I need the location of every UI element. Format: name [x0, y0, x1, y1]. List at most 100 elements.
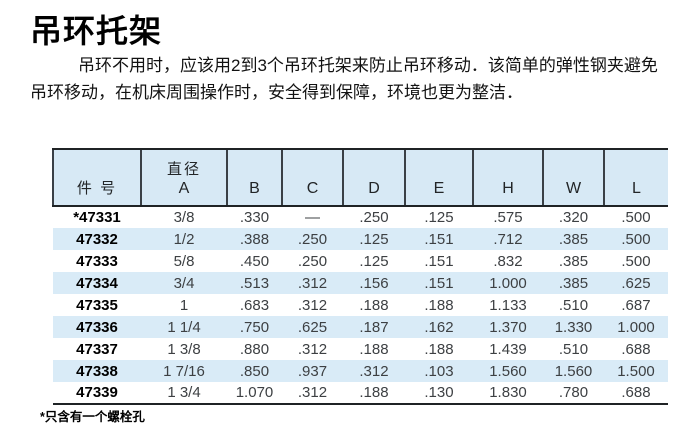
cell-b: .683 — [239, 296, 270, 314]
cell-b: .513 — [239, 274, 270, 292]
cell-h: 1.370 — [489, 318, 527, 336]
cell-diameter-a: 1 — [179, 296, 189, 314]
footnote: *只含有一个螺栓孔 — [40, 410, 145, 424]
parts-dimensions-table: 件 号 直径 A B C D E H W L *47331 3/8 .330 —… — [52, 148, 668, 405]
cell-w: 1.330 — [554, 318, 593, 336]
cell-l: 1.000 — [617, 318, 655, 336]
cell-d: .187 — [359, 318, 389, 336]
cell-h: .832 — [493, 252, 523, 270]
cell-c: .937 — [297, 362, 328, 380]
cell-d: .125 — [359, 252, 389, 270]
cell-c: .250 — [297, 230, 328, 248]
cell-part-number: 47338 — [76, 362, 118, 380]
cell-w: .385 — [558, 252, 589, 270]
cell-d: .188 — [343, 382, 405, 405]
table-header: 件 号 直径 A B C D E H W L — [52, 148, 668, 207]
cell-diameter-a: 1 3/4 — [141, 382, 227, 405]
cell-d: .188 — [359, 340, 389, 358]
cell-l: .500 — [621, 230, 651, 248]
table-row: 47334 3/4 .513 .312 .156 .151 1.000 .385… — [53, 272, 668, 294]
cell-d: .156 — [359, 274, 389, 292]
cell-c: .312 — [297, 274, 328, 292]
page-title: 吊环托架 — [30, 13, 163, 49]
header-cell-h: H — [472, 148, 543, 207]
header-cell-b: B — [226, 148, 282, 207]
cell-diameter-a: 1 3/8 — [167, 340, 201, 358]
cell-b: .450 — [239, 252, 270, 270]
cell-diameter-a: 1 1/4 — [167, 318, 201, 336]
cell-part-number: 47336 — [76, 318, 118, 336]
cell-b: .750 — [239, 318, 270, 336]
intro-paragraph: 吊环不用时，应该用2到3个吊环托架来防止吊环移动．该简单的弹性钢夹避免吊环移动，… — [30, 56, 658, 102]
cell-part-number: 47335 — [76, 296, 118, 314]
cell-b: .850 — [239, 362, 270, 380]
cell-e: .103 — [424, 362, 454, 380]
cell-h: 1.133 — [489, 296, 527, 314]
cell-b: .880 — [239, 340, 270, 358]
cell-e: .151 — [424, 230, 454, 248]
cell-w: .320 — [558, 209, 589, 226]
cell-c: — — [305, 209, 320, 226]
table-row: 47339 1 3/4 1.070 .312 .188 .130 1.830 .… — [53, 382, 668, 405]
cell-w: .780 — [543, 382, 604, 405]
cell-w: .510 — [558, 340, 589, 358]
cell-d: .312 — [359, 362, 389, 380]
cell-b: .330 — [239, 209, 270, 226]
cell-h: .712 — [493, 230, 523, 248]
cell-c: .312 — [297, 296, 328, 314]
cell-c: .312 — [282, 382, 343, 405]
header-cell-part-number: 件 号 — [52, 148, 141, 207]
cell-l: .500 — [621, 252, 651, 270]
cell-c: .625 — [297, 318, 328, 336]
cell-h: .575 — [493, 209, 523, 226]
cell-h: 1.000 — [489, 274, 527, 292]
cell-part-number: 47332 — [76, 230, 118, 248]
cell-diameter-a: 1 7/16 — [163, 362, 205, 380]
cell-d: .250 — [359, 209, 389, 226]
cell-diameter-a: 3/4 — [173, 274, 195, 292]
cell-part-number: 47339 — [53, 382, 141, 405]
header-cell-e: E — [404, 148, 473, 207]
cell-e: .162 — [424, 318, 454, 336]
table-row: 47336 1 1/4 .750 .625 .187 .162 1.370 1.… — [53, 316, 668, 338]
table-row: 47335 1 .683 .312 .188 .188 1.133 .510 .… — [53, 294, 668, 316]
cell-c: .312 — [297, 340, 328, 358]
cell-w: 1.560 — [554, 362, 593, 380]
cell-e: .130 — [405, 382, 473, 405]
cell-w: .510 — [558, 296, 589, 314]
header-cell-w: W — [542, 148, 604, 207]
table-header-row: 件 号 直径 A B C D E H W L — [52, 148, 668, 207]
table-row: 47333 5/8 .450 .250 .125 .151 .832 .385 … — [53, 250, 668, 272]
cell-l: .500 — [621, 209, 651, 226]
cell-h: 1.830 — [473, 382, 543, 405]
cell-diameter-a: 3/8 — [173, 209, 195, 226]
cell-e: .151 — [424, 252, 454, 270]
cell-d: .188 — [359, 296, 389, 314]
cell-e: .188 — [424, 340, 454, 358]
cell-b: 1.070 — [227, 382, 282, 405]
table-row: 47332 1/2 .388 .250 .125 .151 .712 .385 … — [53, 228, 668, 250]
cell-h: 1.560 — [489, 362, 527, 380]
cell-part-number: 47333 — [76, 252, 118, 270]
table-body: *47331 3/8 .330 — .250 .125 .575 .320 .5… — [53, 206, 668, 405]
cell-c: .250 — [297, 252, 328, 270]
cell-e: .125 — [424, 209, 454, 226]
cell-w: .385 — [558, 274, 589, 292]
cell-b: .388 — [239, 230, 270, 248]
cell-l: .688 — [621, 340, 651, 358]
cell-part-number: 47334 — [76, 274, 118, 292]
table-row: 47337 1 3/8 .880 .312 .188 .188 1.439 .5… — [53, 338, 668, 360]
header-cell-diameter-a: 直径 A — [140, 148, 227, 207]
cell-diameter-a: 5/8 — [173, 252, 195, 270]
cell-l: .688 — [604, 382, 668, 405]
cell-l: 1.500 — [617, 362, 655, 380]
cell-e: .151 — [424, 274, 454, 292]
cell-part-number: *47331 — [73, 209, 121, 226]
cell-l: .625 — [621, 274, 651, 292]
cell-part-number: 47337 — [76, 340, 118, 358]
cell-l: .687 — [621, 296, 651, 314]
cell-d: .125 — [359, 230, 389, 248]
header-cell-c: C — [281, 148, 343, 207]
cell-h: 1.439 — [489, 340, 527, 358]
